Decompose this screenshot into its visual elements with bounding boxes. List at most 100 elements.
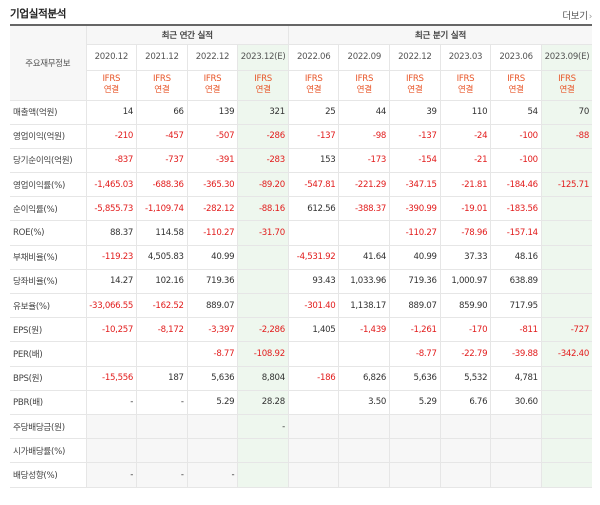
table-cell (389, 414, 441, 440)
table-cell (287, 414, 339, 440)
table-cell: -186 (287, 366, 339, 391)
ifrs-bottom: 연결 (204, 85, 221, 95)
table-cell: -88 (540, 124, 592, 149)
table-cell: -39.88 (490, 341, 542, 367)
table-cell: -388.37 (338, 196, 390, 222)
ifrs-label: IFRS 연결 (237, 70, 289, 101)
table-cell (287, 341, 339, 367)
table-cell (338, 414, 390, 440)
ifrs-label: IFRS 연결 (136, 70, 188, 101)
table-cell (237, 245, 289, 270)
ifrs-top: IFRS (203, 74, 222, 84)
table-cell (338, 438, 390, 464)
table-cell: -108.92 (237, 341, 289, 367)
top-divider (10, 24, 592, 26)
table-cell: -162.52 (136, 293, 188, 319)
table-cell: -2,286 (237, 317, 289, 343)
table-cell: 4,781 (490, 366, 542, 391)
ifrs-top: IFRS (558, 74, 576, 84)
period-header: 2023.09(E) (540, 44, 592, 71)
period-header: 2022.12 (186, 44, 238, 71)
table-cell (540, 390, 592, 415)
ifrs-header-row: IFRS 연결 IFRS 연결 IFRS 연결 IFRS 연결 IFRS 연결 IFRS 연결 IFRS… (10, 70, 592, 101)
more-link[interactable]: 더보기› (562, 8, 592, 22)
table-cell: -1,109.74 (136, 196, 188, 222)
ifrs-bottom: 연결 (103, 85, 120, 95)
ifrs-top: IFRS (102, 74, 121, 84)
row-label: 주당배당금(원) (10, 414, 86, 440)
table-row: 당기순이익(억원) -837 -737 -391 -283 153 -173 -154 -21-… (10, 148, 592, 174)
row-label: EPS(원) (10, 317, 86, 343)
ifrs-bottom: 연결 (306, 85, 322, 95)
table-cell: 612.56 (287, 196, 339, 222)
table-cell (287, 390, 339, 415)
table-cell: 54 (490, 100, 542, 125)
table-cell: -342.40 (540, 341, 592, 367)
table-row: BPS(원) -15,556 187 5,636 8,804 -186 6,826 5,636… (10, 366, 592, 391)
table-cell: - (186, 462, 238, 488)
table-cell (389, 462, 441, 488)
table-body: 매출액(억원) 14 66 139 321 25 44 39 110 54 70 영업이익(억원) -2… (10, 100, 592, 488)
period-header: 2022.06 (287, 44, 339, 71)
table-cell: -286 (237, 124, 289, 149)
table-cell: -8,172 (136, 317, 188, 343)
table-row: ROE(%) 88.37 114.58 -110.27 -31.70 -110.27 -78… (10, 220, 592, 246)
table-cell (439, 414, 491, 440)
table-cell (389, 438, 441, 464)
table-cell: -5,855.73 (85, 196, 137, 222)
table-cell: 5,636 (186, 366, 238, 391)
table-cell: 5,532 (439, 366, 491, 391)
ifrs-top: IFRS (254, 74, 272, 84)
table-cell: 70 (540, 100, 592, 125)
table-cell: 889.07 (186, 293, 238, 319)
table-cell: -98 (338, 124, 390, 149)
table-row: 시가배당률(%) (10, 438, 592, 464)
table-cell (540, 414, 592, 440)
table-cell (490, 414, 542, 440)
table-cell: 4,505.83 (136, 245, 188, 270)
table-cell: 6.76 (439, 390, 491, 415)
table-cell: -811 (490, 317, 542, 343)
table-cell: 5.29 (186, 390, 238, 415)
table-cell (540, 196, 592, 222)
table-cell: 44 (338, 100, 390, 125)
table-cell (338, 220, 390, 246)
row-label: 순이익률(%) (10, 196, 86, 222)
table-row: PBR(배) - -5.29 28.28 3.50 5.29 6.76 30.60 (10, 390, 592, 415)
table-cell: 40.99 (186, 245, 238, 270)
table-cell: -4,531.92 (287, 245, 339, 270)
table-cell: -137 (287, 124, 339, 149)
table-cell (186, 414, 238, 440)
table-cell (338, 462, 390, 488)
period-header: 2023.03 (439, 44, 491, 71)
table-cell: -10,257 (85, 317, 137, 343)
group-annual: 최근 연간 실적 (85, 26, 289, 45)
ifrs-top: IFRS (456, 74, 475, 84)
table-cell: -100 (490, 124, 542, 149)
table-cell: 66 (136, 100, 188, 125)
table-cell (540, 366, 592, 391)
section-title: 기업실적분석 (10, 8, 67, 20)
ifrs-top: IFRS (507, 74, 525, 84)
table-cell: -282.12 (186, 196, 238, 222)
ifrs-label: IFRS 연결 (439, 70, 491, 101)
table-cell (85, 438, 137, 464)
table-cell: -21.81 (439, 172, 491, 198)
table-cell: -125.71 (540, 172, 592, 198)
table-cell: -22.79 (439, 341, 491, 367)
table-cell: -365.30 (186, 172, 238, 198)
more-label: 더보기 (562, 11, 588, 22)
table-cell: -210 (85, 124, 137, 149)
table-cell (287, 438, 339, 464)
table-cell (237, 269, 289, 295)
ifrs-bottom: 연결 (559, 85, 575, 95)
table-cell: -110.27 (186, 220, 238, 246)
table-cell: 102.16 (136, 269, 188, 295)
table-cell: -301.40 (287, 293, 339, 319)
table-row: 당좌비율(%) 14.27 102.16 719.36 93.43 1,033.96 719… (10, 269, 592, 295)
table-cell: -457 (136, 124, 188, 149)
table-cell (338, 341, 390, 367)
table-cell: -3,397 (186, 317, 238, 343)
table-cell (540, 438, 592, 464)
table-cell: -33,066.55 (85, 293, 137, 319)
